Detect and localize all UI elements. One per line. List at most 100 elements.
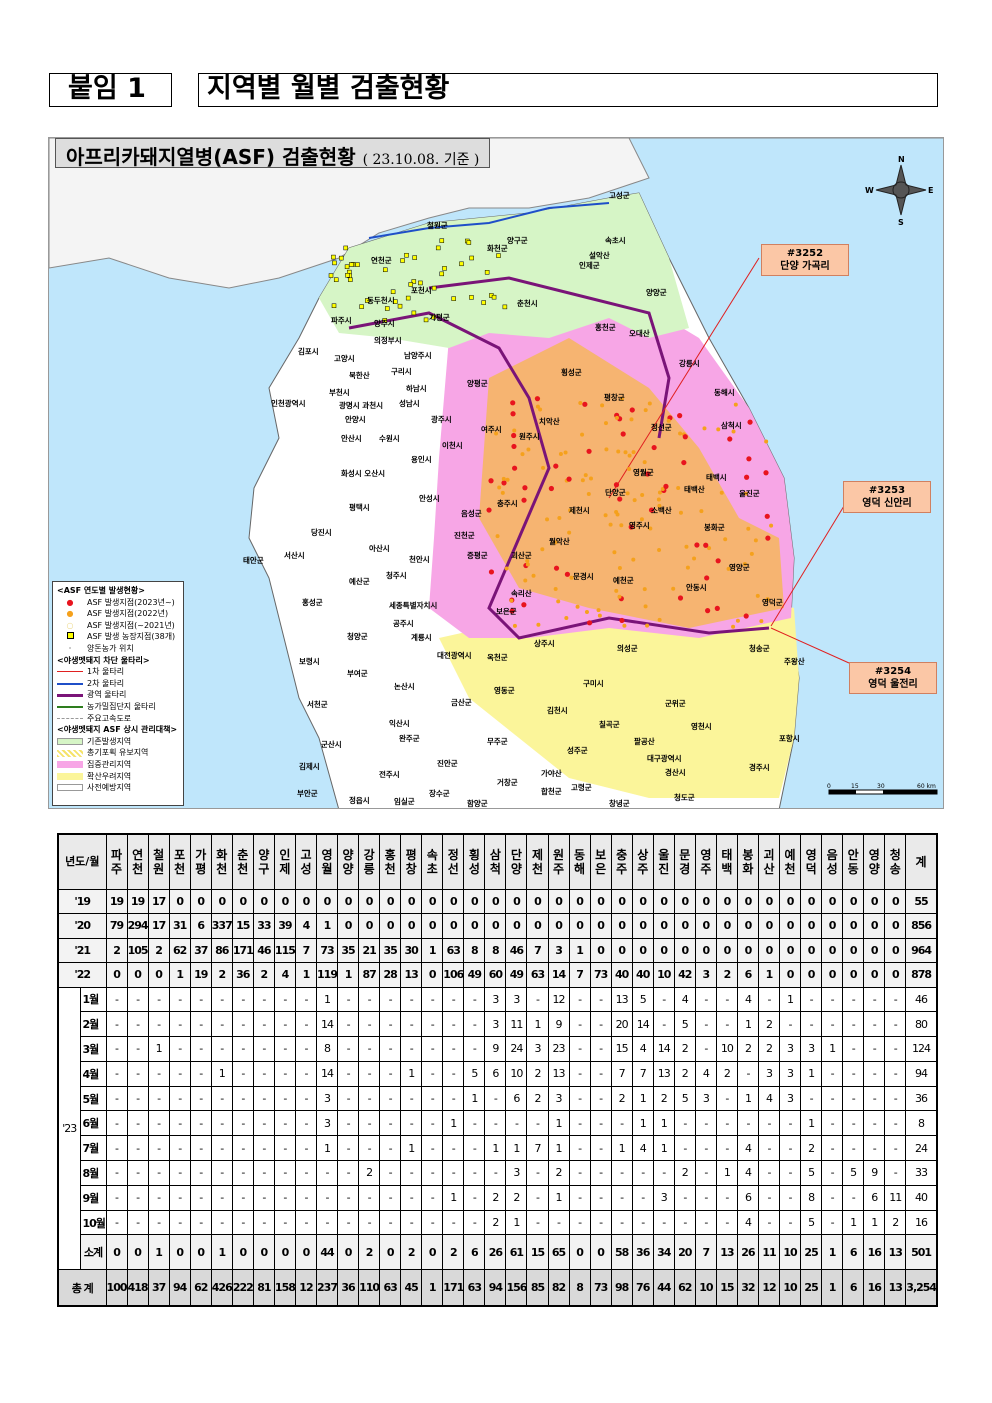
table-cell: - [231,1011,254,1038]
table-cell: - [231,1036,254,1062]
table-cell: 46 [505,937,528,963]
table-cell: 0 [884,888,907,914]
table-cell: - [400,1209,423,1236]
place-label: 옥천군 [487,652,508,662]
table-cell: 1 [442,1110,465,1137]
case-dot [583,473,588,478]
table-cell: 2 [673,1160,696,1186]
table-cell: - [294,1110,317,1137]
table-cell: - [273,1184,296,1211]
table-cell: - [273,1135,296,1162]
case-dot [685,565,690,570]
fence1-line-icon [57,671,83,673]
place-label: 부천시 [329,387,350,397]
table-cell: 26 [484,1234,507,1271]
orange-dot-icon: ● [66,609,74,619]
fence-wide-line-icon [57,693,83,697]
row-label: 9월 [79,1184,107,1211]
case-dot [707,546,712,551]
table-cell: - [421,1184,444,1211]
header-region: 철원 [147,833,170,890]
place-label: 인제군 [579,260,600,270]
place-label: 안산시 [341,433,362,443]
table-cell: 5 [463,1060,486,1087]
table-cell: 2 [610,1085,633,1112]
case-dot [568,508,573,513]
table-cell: - [252,1160,275,1186]
table-cell: 0 [210,888,233,914]
case-dot [749,551,754,556]
row-total: 878 [905,962,938,988]
table-cell: 0 [736,937,759,963]
place-label: 속초시 [605,235,626,245]
svg-text:60 km: 60 km [917,783,936,790]
case-dot [678,431,683,436]
prevention-swatch [57,784,83,792]
place-label: 대전광역시 [437,650,472,660]
place-label: 당진시 [311,527,332,537]
table-cell: 119 [315,962,339,988]
callout-line-3254 [770,627,850,664]
table-row: 7월 - - - - - - - - - -1- - -1- - -1 1 7 1- -1 4 1- - -4- -2- - - -… [58,1135,938,1162]
table-cell: - [568,1036,591,1062]
table-cell: 98 [610,1269,633,1307]
case-dot [727,436,733,442]
table-cell: 0 [189,1234,212,1271]
row-total: 33 [905,1160,938,1186]
table-cell: 3 [694,1085,717,1112]
table-cell: - [147,1060,170,1087]
table-cell: - [273,1085,296,1112]
table-cell: 1 [315,1135,339,1162]
table-cell: 1 [168,962,191,988]
table-cell: - [273,1060,296,1087]
intensive-swatch [57,761,83,769]
table-cell: - [779,1011,802,1038]
table-row: '19 19 19 17 0 0 0 0 0 0 0 0 0 0 0 0 0 0 0 0 0 0 0 0 0 0 0 0 0 0 0 0 0 0 0… [57,888,938,914]
table-cell: - [757,1135,781,1162]
table-cell: - [884,1036,907,1062]
place-label: 춘천시 [517,298,538,308]
table-cell: 6 [189,913,212,939]
table-cell: 1 [505,1135,528,1162]
case-dot [704,575,710,581]
place-label: 화성시 오산시 [341,468,385,478]
table-cell: 0 [736,888,759,914]
table-cell: 0 [589,1234,612,1271]
fence-wide [348,311,770,640]
table-cell: 13 [884,1269,907,1307]
table-cell: 0 [358,913,381,939]
callout-line-3253 [770,505,845,627]
table-cell: - [800,1085,823,1112]
table-cell: 158 [273,1269,296,1307]
table-cell: - [652,986,675,1013]
place-label: 장수군 [429,788,450,798]
table-cell: 0 [821,937,844,963]
row-total: 501 [905,1234,938,1271]
table-cell: - [884,1011,907,1038]
table-cell: 35 [379,937,402,963]
table-cell: 45 [400,1269,423,1307]
table-cell: 0 [863,962,886,988]
header-region: 영월 [315,833,339,890]
row-total: 124 [905,1036,938,1062]
place-label: 경주시 [749,762,770,772]
table-cell: 1 [315,986,339,1013]
table-cell: - [779,1110,802,1137]
table-cell: - [147,1110,170,1137]
table-cell: 31 [168,913,191,939]
table-cell: 0 [652,888,675,914]
place-label: 팔공산 [634,736,655,746]
table-cell: 3 [779,1085,802,1112]
table-cell: - [379,1085,402,1112]
table-cell: - [189,1011,212,1038]
place-label: 진천군 [454,530,475,540]
table-cell: - [189,1110,212,1137]
table-cell: - [610,1209,633,1236]
svg-text:0: 0 [827,783,831,790]
farm-marker [400,258,405,263]
table-cell: - [358,1036,381,1062]
spread-swatch [57,772,83,780]
place-label: 서산시 [284,550,305,560]
